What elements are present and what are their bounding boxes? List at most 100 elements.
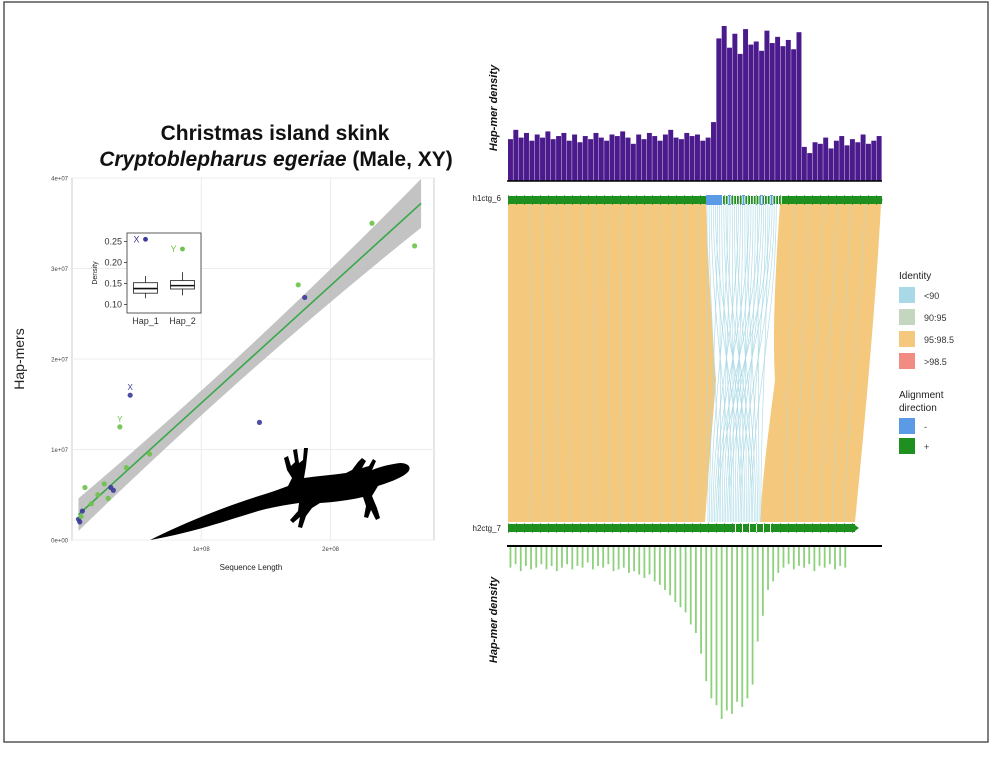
scatter-point-label: Y — [117, 415, 123, 424]
top-density-bar — [582, 136, 588, 181]
bottom-contig-gap — [763, 524, 764, 532]
bottom-density-bar — [689, 547, 692, 625]
synteny-block-edge — [659, 203, 662, 523]
top-density-bar — [828, 148, 834, 181]
scatter-fit-line — [77, 202, 422, 516]
inset-x-tick-label: Hap_2 — [169, 316, 196, 326]
bottom-density-bar — [808, 547, 811, 565]
bottom-contig-arrow — [820, 523, 827, 533]
top-contig-label: h1ctg_6 — [473, 194, 502, 203]
top-density-bar — [529, 140, 535, 181]
scatter-title: Christmas island skink — [161, 122, 390, 145]
scatter-y-axis-label: Hap-mers — [11, 328, 27, 389]
scatter-subtitle: Cryptoblepharus egeriae (Male, XY) — [99, 148, 453, 171]
top-contig-arrow — [620, 195, 627, 205]
top-density-bar — [743, 29, 749, 181]
top-contig-arrow — [572, 195, 579, 205]
scatter-subtitle-sex: (Male, XY) — [347, 148, 453, 171]
scatter-regression-line — [77, 202, 422, 516]
scatter-point — [412, 243, 418, 249]
top-contig-gap — [778, 196, 779, 204]
top-contig-arrow — [660, 195, 667, 205]
top-contig-arrow — [628, 195, 635, 205]
bottom-density-bar — [664, 547, 666, 590]
inset-outlier — [143, 236, 148, 242]
scatter-y-tick-label: 1e+07 — [51, 448, 69, 454]
scatter-y-tick-label: 3e+07 — [51, 267, 69, 273]
bottom-density-bar — [818, 547, 821, 566]
inset-y-axis-label: Density — [92, 261, 99, 285]
bottom-contig-gap — [756, 524, 757, 532]
top-density-bar — [668, 129, 674, 181]
synteny-block-edge — [620, 203, 623, 523]
legend-identity-swatch — [899, 331, 915, 347]
synteny-cross-line — [709, 203, 718, 523]
top-contig-gap — [736, 196, 737, 204]
contig-tracks — [508, 195, 883, 533]
scatter-confidence-band — [78, 178, 422, 531]
top-density-bar — [593, 132, 599, 181]
synteny-block-edge — [594, 203, 597, 523]
top-contig-arrow — [852, 195, 859, 205]
top-contig-gap — [769, 196, 771, 204]
synteny-cross-line — [726, 203, 762, 523]
scatter-point — [302, 294, 308, 301]
bottom-density-bar — [777, 547, 780, 573]
synteny-cross-line — [728, 203, 773, 523]
bottom-contig-arrow — [844, 523, 851, 533]
top-contig-gap — [722, 196, 723, 204]
synteny-block-edge — [784, 203, 796, 523]
inset-box — [170, 280, 195, 290]
bottom-density-bar — [612, 547, 615, 572]
bottom-contig-arrow — [716, 523, 723, 533]
bottom-density-bar — [628, 547, 630, 573]
bottom-contig-arrow — [540, 523, 547, 533]
top-contig-arrow — [516, 195, 523, 205]
top-density-bar — [540, 137, 545, 181]
bottom-density-bar — [602, 547, 605, 568]
top-contig-gap — [733, 196, 735, 204]
bottom-density-bar — [530, 547, 532, 570]
top-density-bar — [769, 43, 775, 181]
top-density-bar — [678, 139, 684, 181]
top-contig-arrow — [636, 195, 643, 205]
bottom-density-bar — [674, 547, 677, 603]
bottom-contig-arrow — [668, 523, 675, 533]
bottom-density-bar — [731, 547, 733, 714]
top-contig-arrow — [524, 195, 531, 205]
legend-identity-label: <90 — [924, 291, 939, 301]
top-contig-arrow — [684, 195, 691, 205]
top-contig-arrow — [508, 195, 515, 205]
synteny-block-edge — [633, 203, 636, 523]
top-density-bar — [620, 131, 626, 181]
bottom-contig-arrow — [516, 523, 523, 533]
top-contig-gap — [724, 196, 726, 204]
top-contig-arrow — [748, 195, 755, 205]
bottom-contig-arrow — [548, 523, 555, 533]
top-contig-arrow — [844, 195, 851, 205]
synteny-cross-line — [715, 203, 760, 523]
scatter-point — [117, 424, 123, 430]
top-contig-gap — [772, 196, 774, 204]
top-contig-gap — [761, 196, 763, 204]
inset-outlier-label: X — [133, 234, 139, 244]
top-histogram-y-label: Hap-mer density — [488, 64, 500, 151]
top-contig-reverse-segment — [706, 195, 722, 205]
bottom-density-bar — [684, 547, 687, 613]
synteny-panel: h1ctg_6 h2ctg_7 Identity <90 90:95 95:98.5… — [473, 194, 954, 533]
legend-direction-swatch — [899, 438, 915, 454]
bottom-contig-gap — [735, 524, 736, 532]
scatter-point — [127, 392, 133, 398]
bottom-contig-arrow — [700, 523, 707, 533]
top-density-bar — [855, 142, 861, 181]
legend-identity-items: <90 90:95 95:98.5 >98.5 — [899, 287, 954, 369]
synteny-cross-line — [717, 203, 771, 523]
scatter-point — [146, 451, 153, 457]
top-contig-arrow — [652, 195, 659, 205]
top-contig-arrow — [860, 195, 867, 205]
inset-outlier-label: Y — [170, 244, 176, 254]
synteny-block-edge — [607, 203, 610, 523]
top-contig-gap — [738, 196, 740, 204]
top-contig-arrow — [564, 195, 571, 205]
bottom-density-bar — [669, 547, 672, 596]
